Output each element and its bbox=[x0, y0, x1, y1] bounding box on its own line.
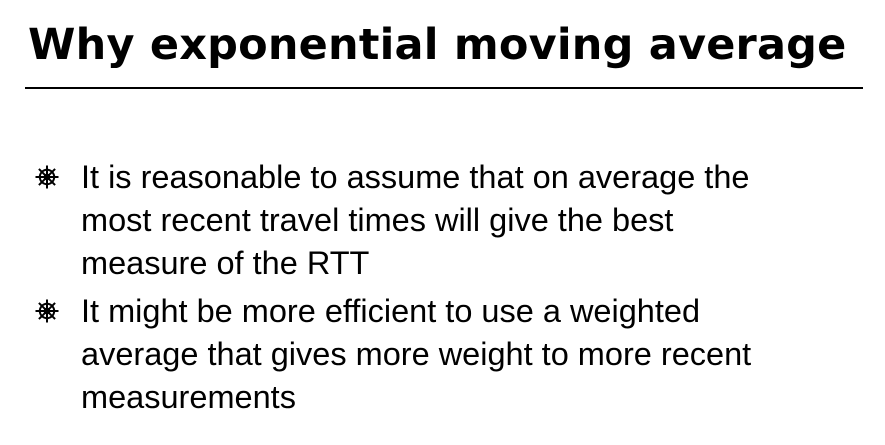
bullet-item: It might be more efficient to use a weig… bbox=[0, 290, 841, 419]
bullet-line: average that gives more weight to more r… bbox=[81, 336, 752, 372]
bullet-line: measure of the RTT bbox=[81, 245, 370, 281]
slide-title: Why exponential moving average bbox=[28, 20, 847, 70]
bullet-line: most recent travel times will give the b… bbox=[81, 202, 674, 238]
title-underline bbox=[25, 87, 863, 89]
ship-wheel-icon bbox=[34, 298, 60, 324]
bullet-item: It is reasonable to assume that on avera… bbox=[0, 156, 841, 285]
bullet-list: It is reasonable to assume that on avera… bbox=[0, 156, 841, 424]
bullet-line: measurements bbox=[81, 379, 296, 415]
bullet-line: It is reasonable to assume that on avera… bbox=[81, 159, 750, 195]
ship-wheel-icon bbox=[34, 164, 60, 190]
bullet-line: It might be more efficient to use a weig… bbox=[81, 293, 701, 329]
